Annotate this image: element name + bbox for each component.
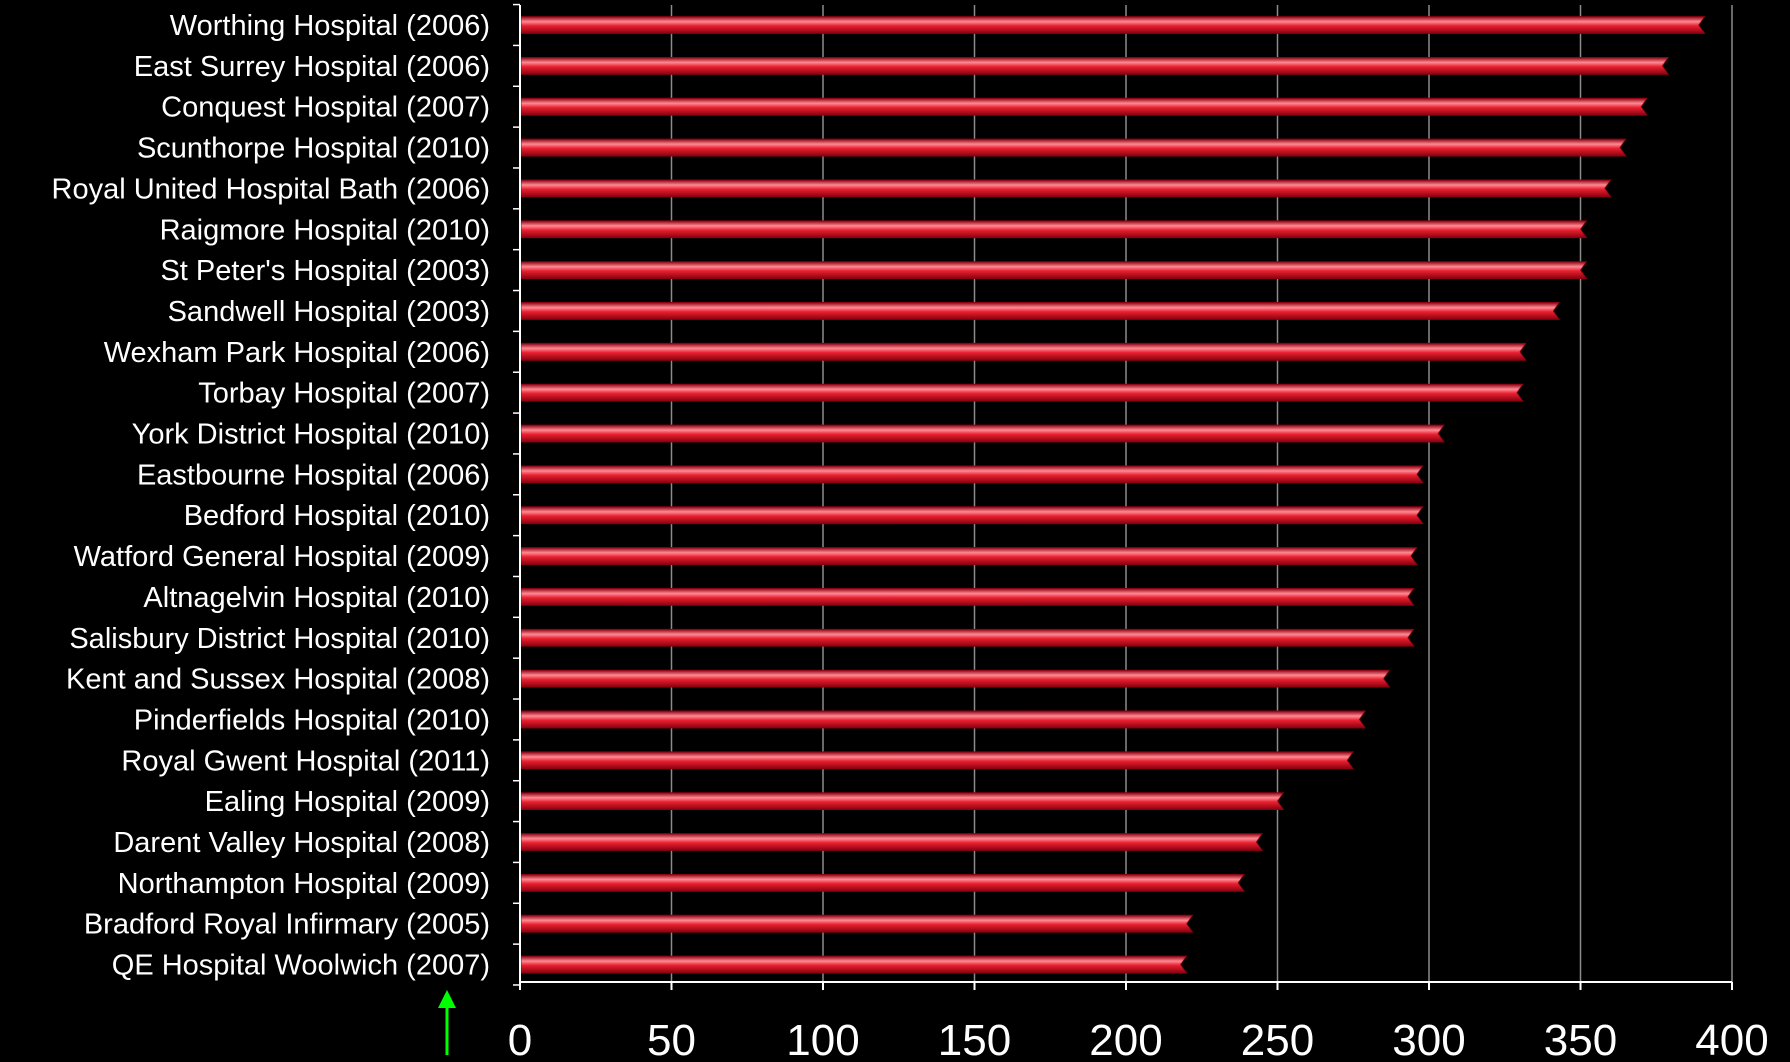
category-label: Royal United Hospital Bath (2006) (52, 173, 490, 205)
bar (520, 56, 1670, 75)
bar (520, 506, 1424, 525)
category-label: Raigmore Hospital (2010) (160, 214, 490, 246)
bar (520, 792, 1285, 811)
category-label: Bedford Hospital (2010) (184, 500, 490, 532)
x-tick-label: 100 (786, 1016, 859, 1062)
category-label: Worthing Hospital (2006) (170, 10, 490, 42)
bar (520, 873, 1245, 892)
bar (520, 955, 1188, 974)
bar (520, 424, 1445, 443)
x-tick-label: 150 (938, 1016, 1011, 1062)
category-labels: Worthing Hospital (2006) East Surrey Hosp… (52, 10, 490, 982)
bar (520, 833, 1264, 851)
bar (520, 914, 1194, 933)
category-label: East Surrey Hospital (2006) (134, 51, 490, 83)
category-label: Wexham Park Hospital (2006) (104, 337, 490, 369)
bar (520, 547, 1418, 565)
bar (520, 302, 1561, 320)
x-tick-label: 50 (647, 1016, 696, 1062)
x-tick-label: 400 (1695, 1016, 1768, 1062)
bar (520, 628, 1415, 647)
category-label: Eastbourne Hospital (2006) (137, 459, 490, 491)
category-label: Ealing Hospital (2009) (205, 786, 490, 818)
category-label: Bradford Royal Infirmary (2005) (84, 909, 490, 941)
bar (520, 751, 1355, 770)
category-label: Salisbury District Hospital (2010) (69, 623, 490, 655)
category-label: Sandwell Hospital (2003) (168, 296, 490, 328)
category-label: St Peter's Hospital (2003) (160, 255, 490, 287)
bars (520, 16, 1706, 974)
category-label: Conquest Hospital (2007) (161, 92, 490, 124)
category-label: Darent Valley Hospital (2008) (113, 827, 490, 859)
bar (520, 669, 1391, 688)
category-label: Pinderfields Hospital (2010) (134, 704, 490, 736)
x-tick-label: 0 (508, 1016, 532, 1062)
category-label: Altnagelvin Hospital (2010) (143, 582, 490, 614)
marker (438, 990, 456, 1055)
bar (520, 138, 1627, 157)
x-tick-label: 250 (1241, 1016, 1314, 1062)
bar (520, 465, 1424, 484)
bar (520, 261, 1588, 280)
bar (520, 588, 1415, 606)
x-tick-label: 300 (1392, 1016, 1465, 1062)
bar (520, 342, 1527, 361)
category-label: Watford General Hospital (2009) (74, 541, 490, 573)
bar (520, 220, 1588, 239)
bar (520, 710, 1367, 729)
bar (520, 383, 1524, 402)
axes (513, 3, 1733, 990)
x-tick-label: 200 (1089, 1016, 1162, 1062)
category-label: QE Hospital Woolwich (2007) (112, 950, 490, 982)
gridlines (670, 5, 1733, 982)
category-label: York District Hospital (2010) (132, 419, 490, 451)
bar (520, 97, 1648, 116)
x-axis-tick-labels: 0 50 100 150 200 250 300 350 400 (508, 1016, 1769, 1062)
category-label: Royal Gwent Hospital (2011) (121, 745, 490, 777)
x-tick-label: 350 (1544, 1016, 1617, 1062)
bar (520, 179, 1612, 198)
bar (520, 16, 1706, 34)
green-arrow-icon (438, 990, 456, 1008)
category-label: Torbay Hospital (2007) (198, 378, 490, 410)
category-label: Kent and Sussex Hospital (2008) (66, 664, 490, 696)
category-label: Northampton Hospital (2009) (118, 868, 490, 900)
category-label: Scunthorpe Hospital (2010) (137, 133, 490, 165)
